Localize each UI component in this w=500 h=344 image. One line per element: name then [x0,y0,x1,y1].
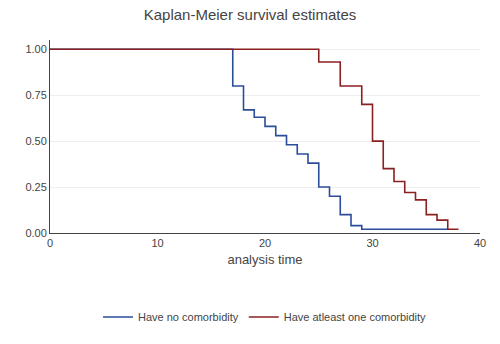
svg-text:40: 40 [474,237,486,249]
svg-text:0.25: 0.25 [25,181,46,193]
svg-text:0.75: 0.75 [25,89,46,101]
svg-text:10: 10 [151,237,163,249]
svg-text:0.50: 0.50 [25,135,46,147]
svg-text:20: 20 [259,237,271,249]
svg-text:Have no comorbidity: Have no comorbidity [138,311,239,323]
svg-text:0.00: 0.00 [25,227,46,239]
svg-text:1.00: 1.00 [25,43,46,55]
svg-text:Kaplan-Meier survival estimate: Kaplan-Meier survival estimates [144,6,357,23]
svg-text:analysis time: analysis time [227,252,302,267]
svg-text:Have atleast one comorbidity: Have atleast one comorbidity [284,311,426,323]
svg-text:30: 30 [366,237,378,249]
svg-text:0: 0 [47,237,53,249]
